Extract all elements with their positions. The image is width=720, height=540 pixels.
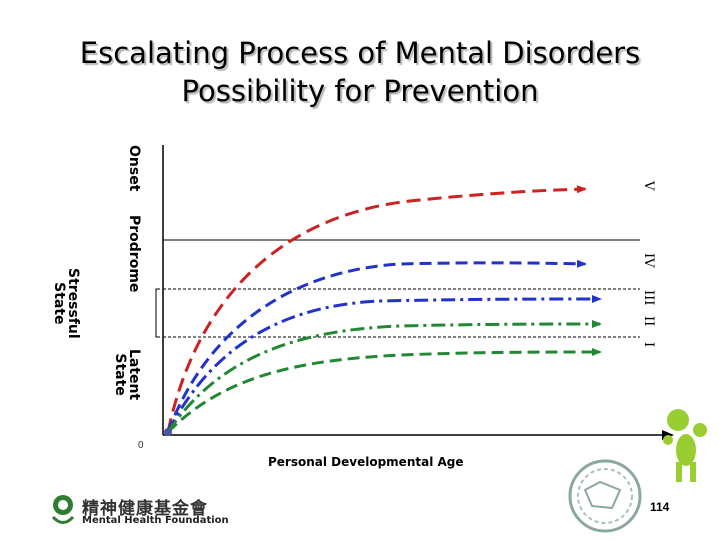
stressful-line-2: State (51, 282, 67, 325)
stage-label-iii: III (641, 290, 656, 306)
title-line-1: Escalating Process of Mental Disorders (79, 36, 641, 70)
latent-line-1: Latent (126, 349, 142, 401)
origin-label: 0 (138, 440, 144, 451)
slide-title: Escalating Process of Mental Disorders P… (0, 34, 720, 110)
stage-label-ii: II (641, 316, 656, 327)
stage-label-i: I (641, 342, 656, 348)
curve-stage-ii (166, 320, 602, 433)
stressful-state-brace (155, 288, 160, 338)
foundation-name-chinese: 精神健康基金會 (82, 499, 208, 519)
foundation-logo-icon (51, 495, 75, 524)
onset-label: Onset (126, 145, 142, 192)
prodrome-label: Prodrome (126, 215, 142, 293)
stage-label-iv: IV (641, 253, 656, 268)
stage-label-v: V (641, 181, 656, 191)
stressful-state-label: Stressful State (51, 268, 81, 339)
x-axis-label: Personal Developmental Age (268, 455, 464, 469)
curve-stage-iv (166, 259, 587, 433)
mascot-figure (663, 409, 707, 482)
title-line-2: Possibility for Prevention (181, 74, 539, 108)
curve-stage-v (166, 185, 587, 433)
latent-line-2: State (112, 353, 128, 396)
curve-stage-iii (166, 295, 602, 433)
stamp-graphic (568, 459, 642, 533)
origin-point (164, 428, 172, 436)
latent-state-label: Latent State (112, 349, 142, 401)
foundation-name-english: Mental Health Foundation (82, 515, 229, 526)
stressful-line-1: Stressful (65, 268, 81, 339)
curve-stage-i (166, 348, 602, 434)
page-number: 114 (650, 500, 670, 514)
